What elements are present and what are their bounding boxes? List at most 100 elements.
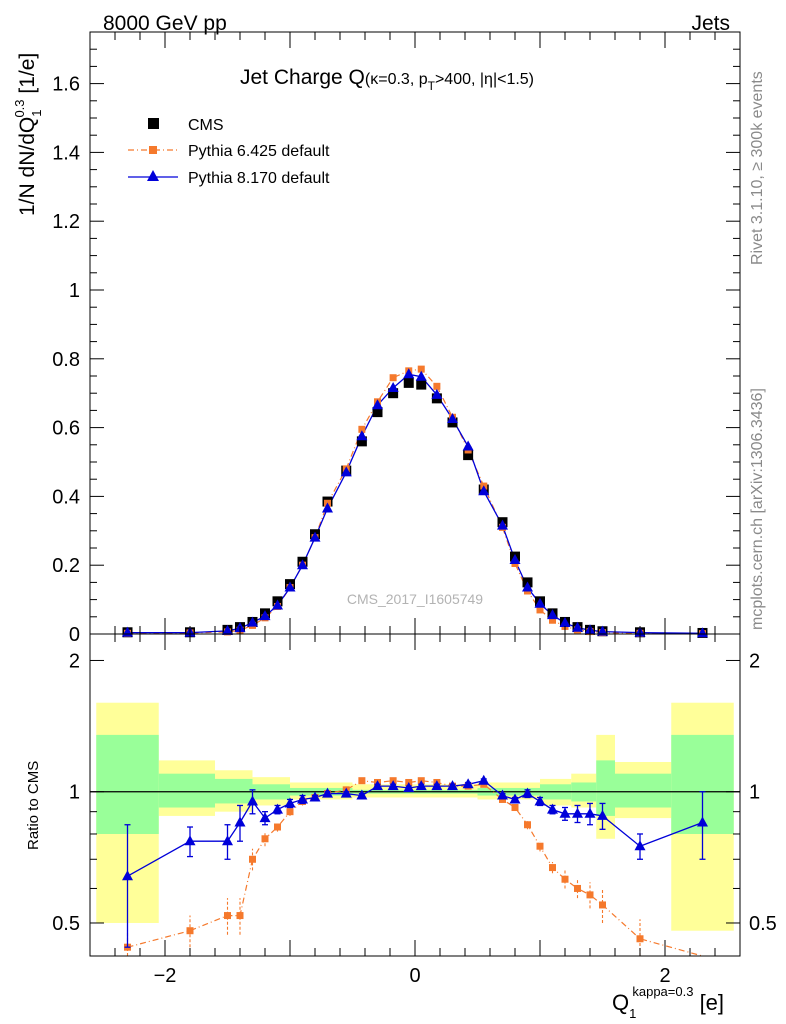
pythia8-ratio-point [122,870,133,881]
pythia8-point [431,388,443,399]
pythia8-point [297,559,308,570]
pythia8-ratio-point [184,835,196,846]
pythia8-ratio-point [309,791,321,802]
pythia6-point [358,425,366,433]
pythia6-point [433,382,441,390]
pythia8-point [387,382,399,393]
pythia8-point [447,413,458,423]
header-left: 8000 GeV pp [103,12,227,35]
pythia8-point [272,599,283,610]
pythia8-point [534,597,546,608]
pythia8-point [697,627,708,638]
cms-data-point [372,407,383,418]
pythia8-point [222,624,233,635]
pythia8-ratio-point [522,787,533,798]
pythia8-point [572,621,583,632]
pythia8-ratio-point [403,781,415,792]
pythia8-ratio-point [697,816,708,827]
rivet-label: Rivet 3.1.10, ≥ 300k events [749,71,766,265]
pythia8-ratio-point [534,795,546,806]
pythia8-ratio-point [447,780,458,791]
pythia8-point [559,616,571,627]
x-label-unit: [e] [693,990,724,1015]
pythia6-ratio-point [561,875,569,883]
ratio-plot-area [90,774,740,957]
pythia8-ratio-point [415,780,427,791]
pythia6-ratio-point [599,901,606,909]
ratio-y-tick-label-right: 1 [749,782,760,804]
pythia8-ratio-point [222,835,233,846]
cms-data-point [463,450,474,461]
pythia6-ratio-point [524,821,531,829]
y-tick-label: 1 [69,280,80,302]
pythia8-point [309,531,321,542]
ratio-y-tick-label-left: 0.5 [52,913,80,935]
pythia6-ratio-point [274,823,281,831]
pythia8-point [497,519,508,530]
pythia8-ratio-point [272,803,283,814]
pythia8-ratio-point [340,787,352,798]
pythia6-ratio-point [549,864,556,872]
legend-label-cms: CMS [188,117,224,134]
x-axis-label: Q1 kappa=0.3 [e] [612,984,724,1021]
pythia6-ratio-point [536,842,544,850]
pythia8-point [522,581,533,592]
cms-data-point [416,379,427,390]
pythia8-point [340,466,352,477]
pythia8-ratio-point [247,795,258,806]
pythia8-ratio-point [372,780,383,791]
y-tick-label: 0.8 [52,349,80,371]
pythia8-ratio-point [387,780,399,791]
x-label-sup: kappa=0.3 [632,984,693,999]
plot-title: Jet Charge Q(κ=0.3, pT>400, |η|<1.5) [240,66,534,93]
plot-title-sub: T [428,79,436,93]
x-label-sub: 1 [629,1006,636,1021]
pythia8-ratio-point [509,793,521,804]
pythia8-ratio-point [584,807,596,818]
pythia8-point [597,625,608,636]
ratio-y-label: Ratio to CMS [25,761,42,850]
pythia8-point [259,610,271,621]
main-y-label: 1/N dN/dQ10.3 [1/e] [12,53,44,216]
cms-data-point [388,388,399,399]
pythia8-ratio-point [559,807,571,818]
pythia8-point [247,616,258,627]
band-green [615,773,672,808]
pythia8-point [415,370,427,381]
x-tick-label: 2 [659,965,670,987]
pythia6-point [417,365,425,373]
pythia8-ratio-point [356,789,368,800]
pythia6-ratio-point [236,912,244,920]
mcplots-label: mcplots.cern.ch [arXiv:1306.3436] [749,388,766,630]
pythia6-ratio-point [574,884,581,892]
y-tick-label: 0 [69,624,80,646]
legend-label-pythia6: Pythia 6.425 default [188,143,330,160]
ratio-uncertainty-bands [96,702,734,931]
x-tick-label: −2 [154,965,177,987]
pythia8-ratio-point [547,803,558,814]
pythia8-ratio-point [322,787,333,798]
pythia8-point [462,440,474,451]
cms-data-point [403,377,414,388]
plot-title-rest: >400, |η|<1.5) [435,71,534,88]
pythia8-ratio-point [297,793,308,804]
y-tick-label: 1.2 [52,211,80,233]
ratio-y-tick-label-left: 1 [69,782,80,804]
band-green [158,773,215,808]
pythia8-point [403,368,415,379]
pythia8-ratio-point [572,807,583,818]
pythia6-ratio-point [286,808,294,816]
x-tick-label: 0 [409,965,420,987]
pythia8-point [284,581,296,592]
plot-title-main: Jet Charge Q [240,66,365,89]
main-y-label-main: 1/N dN/dQ [16,117,39,216]
legend: CMS Pythia 6.425 default Pythia 8.170 de… [128,117,330,187]
y-tick-label: 0.2 [52,555,80,577]
pythia6-ratio-point [224,912,231,920]
pythia8-ratio-point [234,816,246,827]
analysis-watermark: CMS_2017_I1605749 [347,591,483,607]
legend-marker-pythia6 [149,146,157,154]
pythia6-ratio-point [261,835,269,843]
ratio-y-tick-label-right: 0.5 [749,913,777,935]
main-y-label-unit: [1/e] [16,53,39,100]
